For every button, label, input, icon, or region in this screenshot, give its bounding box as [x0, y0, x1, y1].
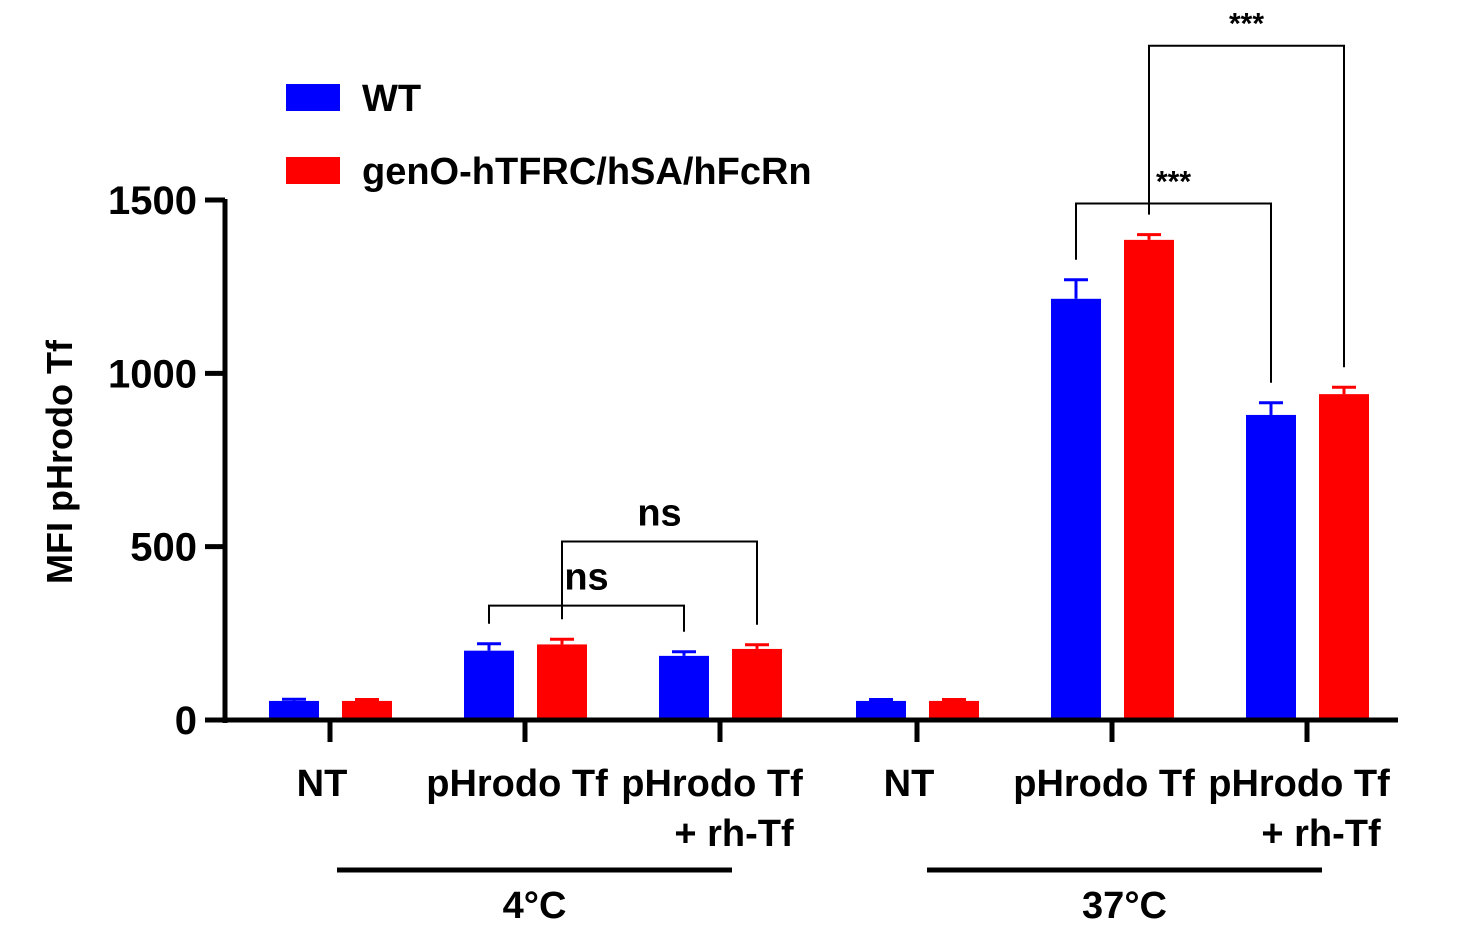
legend: WT genO-hTFRC/hSA/hFcRn [286, 78, 812, 193]
x-tick-label: NT [297, 763, 348, 805]
y-tick-label: 500 [130, 526, 197, 570]
x-tick-label: + rh-Tf [674, 813, 794, 855]
significance-label: ns [637, 492, 681, 534]
x-tick-label: + rh-Tf [1261, 813, 1381, 855]
bar [537, 644, 587, 720]
group-label: 4°C [503, 885, 567, 925]
x-tick-label: pHrodo Tf [1013, 763, 1195, 805]
significance-bracket [561, 540, 758, 625]
legend-swatch [286, 157, 340, 184]
significance-bracket [488, 604, 685, 632]
x-tick-label: pHrodo Tf [621, 763, 803, 805]
y-tick-label: 1500 [108, 179, 197, 223]
y-axis: 0 500 1000 1500 [108, 179, 228, 743]
y-axis-label: MFI pHrodo Tf [39, 339, 80, 584]
legend-label: WT [362, 78, 421, 120]
bar [269, 700, 319, 720]
bar [856, 700, 906, 720]
significance-bracket [1075, 202, 1272, 383]
significance-label: *** [1156, 165, 1191, 198]
y-tick-label: 0 [175, 699, 197, 743]
legend-swatch [286, 84, 340, 111]
bar [342, 700, 392, 720]
x-tick-label: pHrodo Tf [1208, 763, 1390, 805]
legend-label: genO-hTFRC/hSA/hFcRn [362, 151, 812, 193]
significance-label: ns [564, 557, 608, 599]
x-tick-label: pHrodo Tf [426, 763, 608, 805]
significance-bracket [1148, 44, 1345, 368]
significance-label: *** [1229, 8, 1264, 41]
bar [659, 655, 709, 720]
bar [464, 650, 514, 720]
x-tick-label: NT [884, 763, 935, 805]
group-label: 37°C [1082, 885, 1167, 925]
bar [732, 648, 782, 720]
bars [269, 233, 1369, 720]
bar [1124, 239, 1174, 720]
y-tick-label: 1000 [108, 352, 197, 396]
bar [929, 700, 979, 720]
bar [1051, 298, 1101, 720]
bar [1246, 414, 1296, 720]
bar [1319, 394, 1369, 720]
x-axis: NT pHrodo Tf pHrodo Tf + rh-Tf NT pHrodo Tf pH… [223, 717, 1398, 925]
